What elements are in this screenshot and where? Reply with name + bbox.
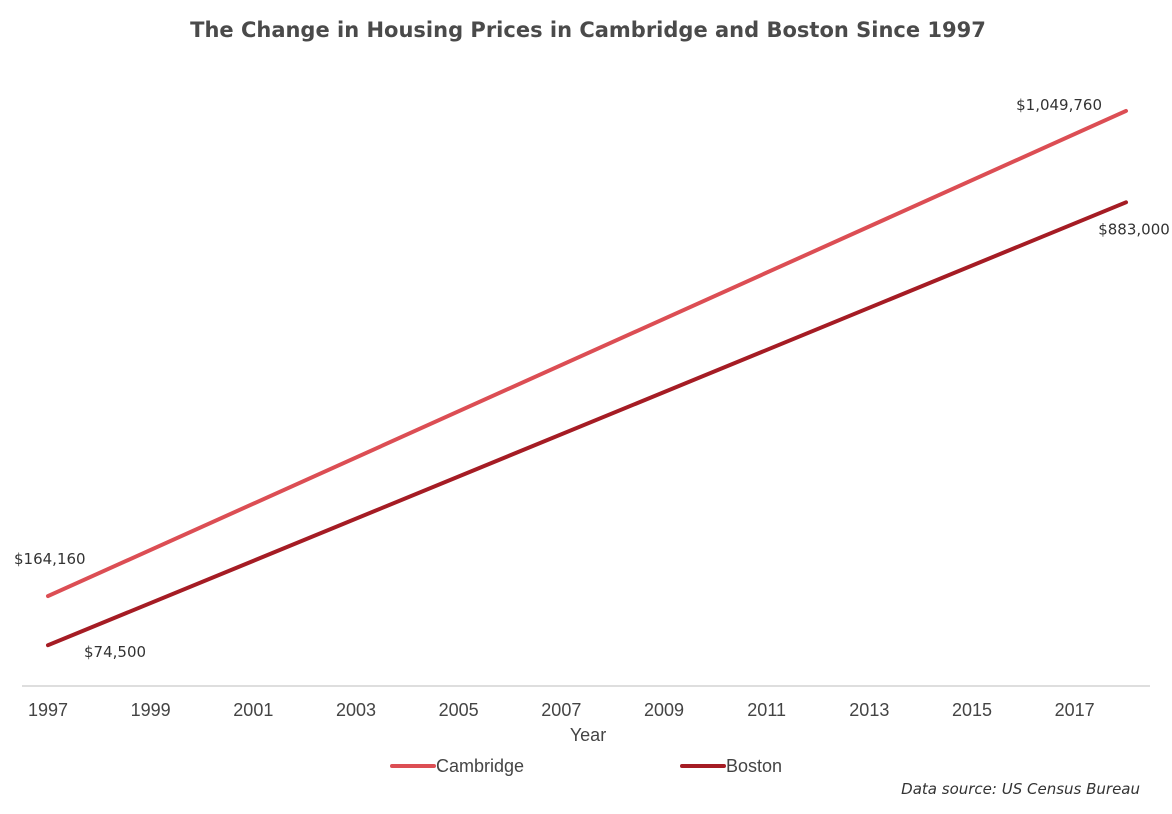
x-tick-label: 2017 xyxy=(1055,700,1095,720)
legend: Cambridge Boston xyxy=(390,756,782,776)
data-label: $883,000 xyxy=(1098,220,1170,238)
x-tick-label: 1999 xyxy=(131,700,171,720)
x-tick-label: 2003 xyxy=(336,700,376,720)
x-tick-label: 2009 xyxy=(644,700,684,720)
data-label: $74,500 xyxy=(84,643,146,661)
x-tick-label: 2013 xyxy=(849,700,889,720)
series-line-boston xyxy=(46,200,1128,648)
x-tick-label: 2007 xyxy=(541,700,581,720)
chart-title: The Change in Housing Prices in Cambridg… xyxy=(190,18,986,42)
data-source-note: Data source: US Census Bureau xyxy=(901,780,1140,798)
x-tick-label: 2005 xyxy=(439,700,479,720)
data-label: $164,160 xyxy=(14,550,86,568)
x-tick-labels: 1997 1999 2001 2003 2005 2007 2009 2011 2013 2015… xyxy=(28,700,1095,720)
x-tick-label: 2011 xyxy=(747,700,786,720)
x-tick-label: 2001 xyxy=(233,700,273,720)
x-axis-title: Year xyxy=(570,725,606,745)
legend-label-cambridge: Cambridge xyxy=(436,756,524,776)
data-labels: $164,160 $1,049,760 $74,500 $883,000 xyxy=(14,96,1170,661)
x-tick-label: 1997 xyxy=(28,700,68,720)
legend-label-boston: Boston xyxy=(726,756,782,776)
data-label: $1,049,760 xyxy=(1016,96,1102,114)
series-lines xyxy=(46,108,1128,648)
x-tick-label: 2015 xyxy=(952,700,992,720)
series-line-cambridge xyxy=(46,108,1128,599)
